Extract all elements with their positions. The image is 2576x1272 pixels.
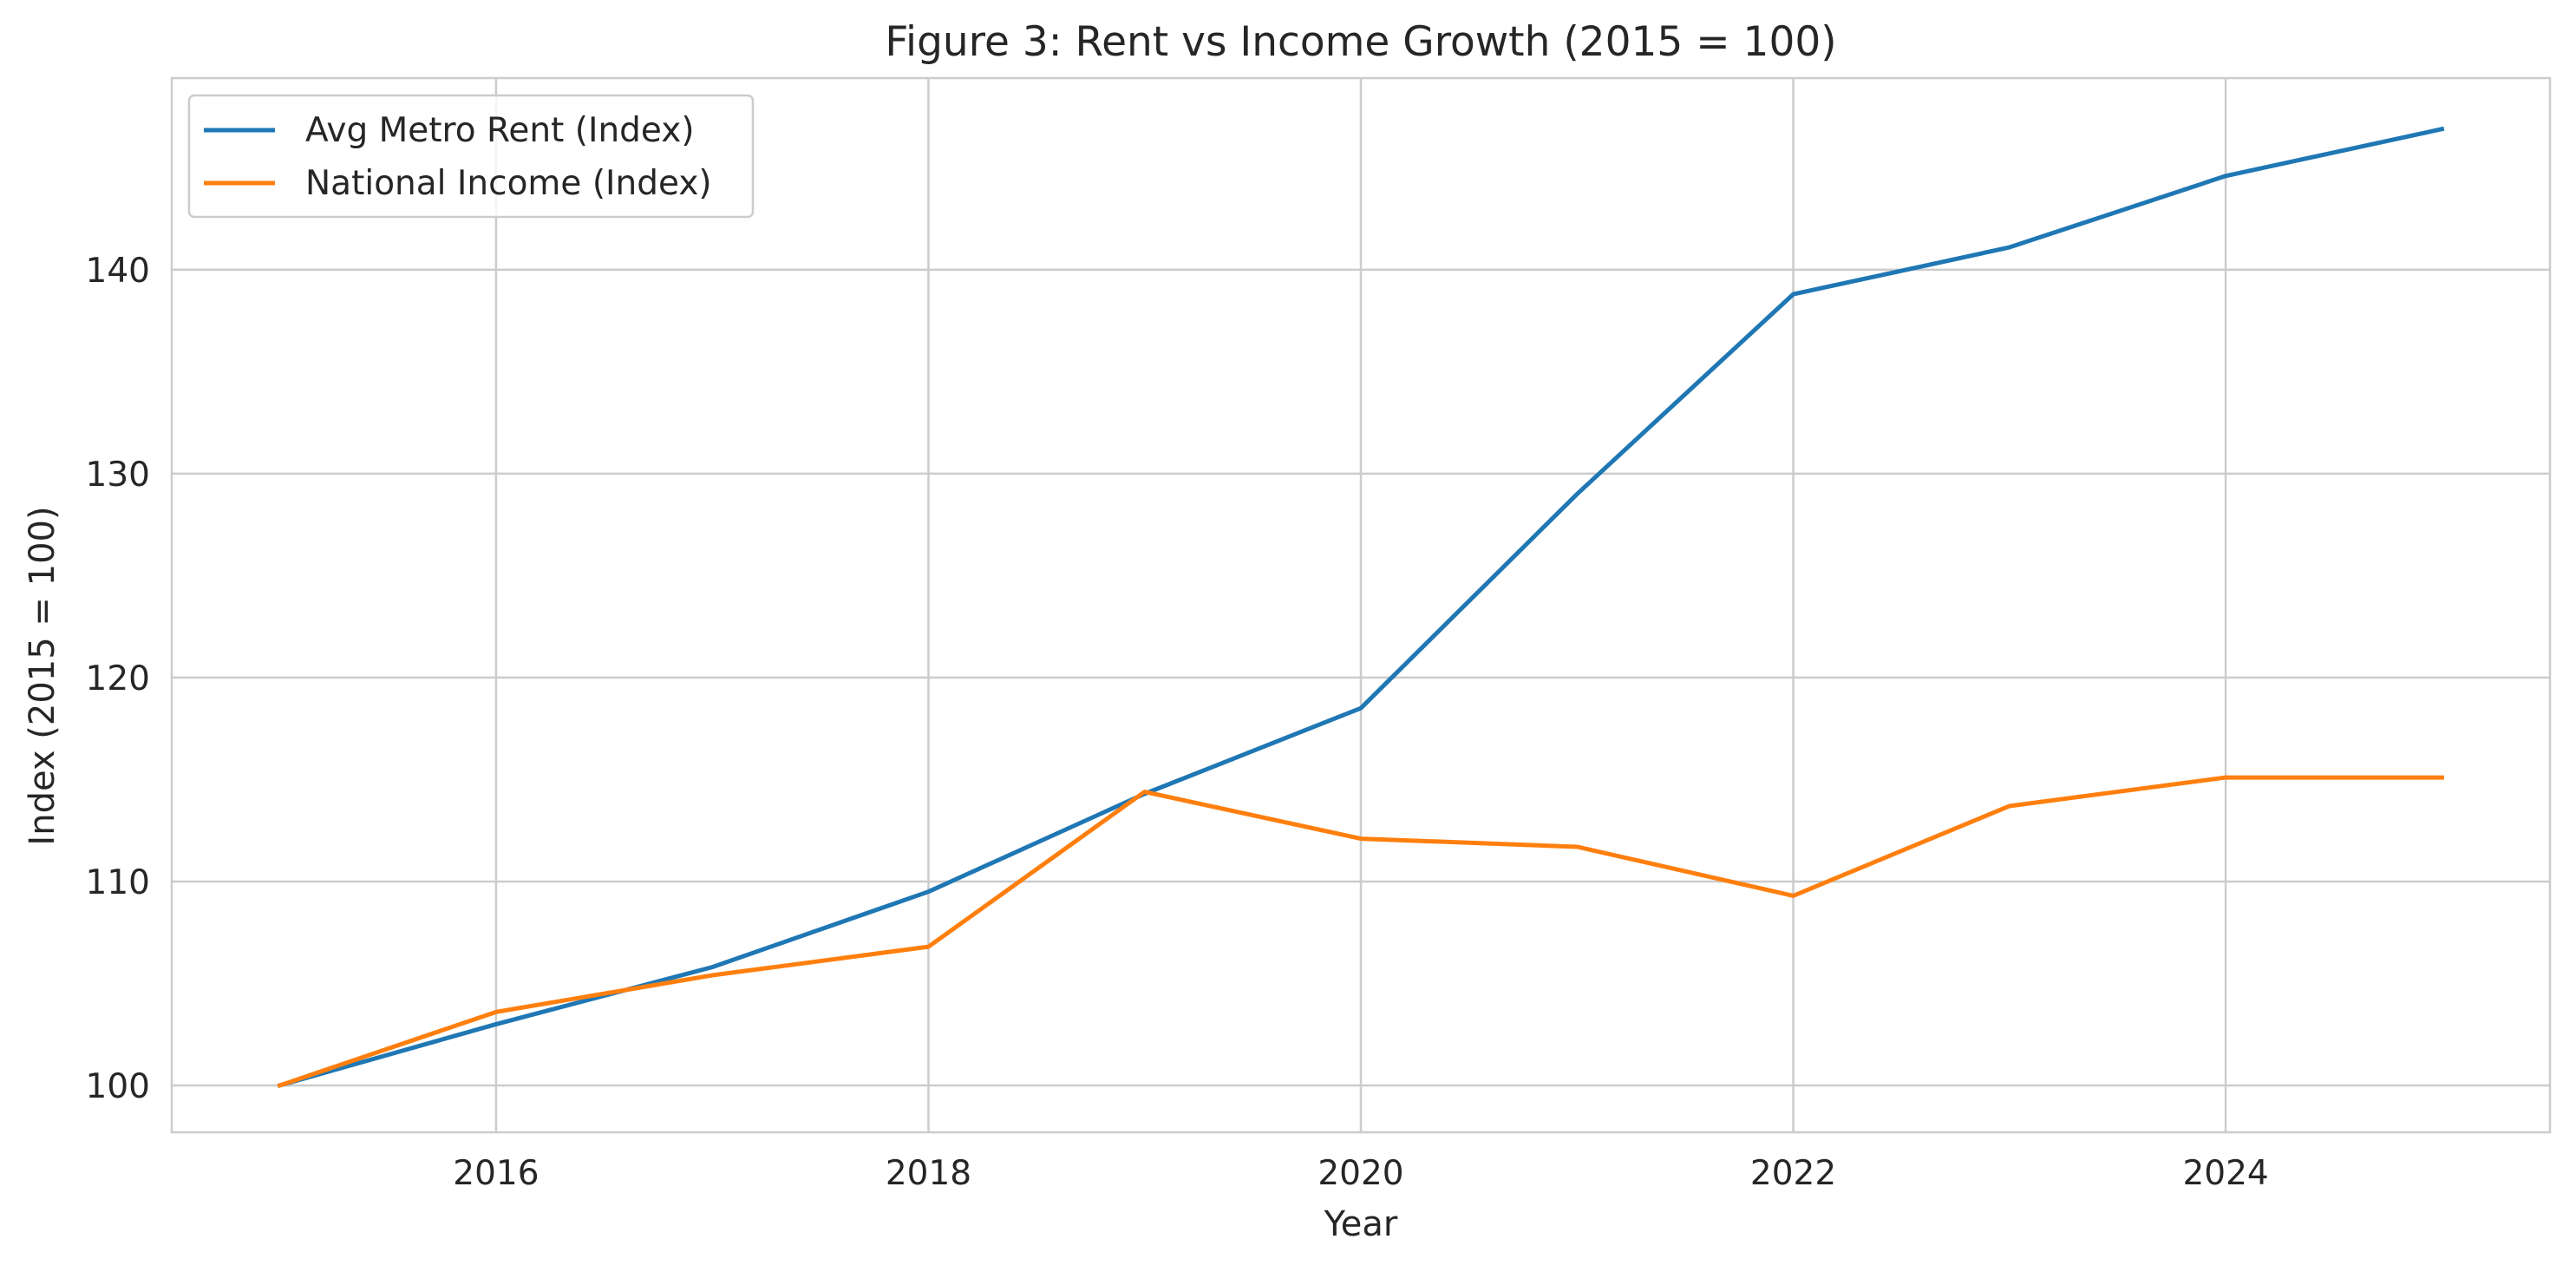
y-tick-label-130: 130 bbox=[86, 456, 150, 495]
plot-frame bbox=[170, 76, 2552, 1134]
grid-layer bbox=[172, 78, 2550, 1132]
legend: Avg Metro Rent (Index) National Income (… bbox=[187, 94, 755, 219]
y-axis-label: Index (2015 = 100) bbox=[23, 506, 62, 845]
tick-layer: 2016 2018 2020 2022 2024 100 110 120 130 140 bbox=[86, 252, 2269, 1193]
x-axis-label: Year bbox=[1324, 1204, 1398, 1244]
x-tick-label-2022: 2022 bbox=[1750, 1154, 1836, 1193]
y-tick-label-100: 100 bbox=[86, 1067, 150, 1106]
chart-title: Figure 3: Rent vs Income Growth (2015 = … bbox=[885, 18, 1836, 66]
x-tick-label-2024: 2024 bbox=[2182, 1154, 2268, 1193]
y-tick-label-120: 120 bbox=[86, 659, 150, 698]
x-tick-label-2016: 2016 bbox=[453, 1154, 539, 1193]
legend-label-rent: Avg Metro Rent (Index) bbox=[305, 111, 695, 150]
y-tick-label-110: 110 bbox=[86, 863, 150, 902]
x-tick-label-2018: 2018 bbox=[886, 1154, 971, 1193]
legend-box bbox=[187, 94, 755, 219]
series-layer bbox=[277, 126, 2445, 1089]
x-tick-label-2020: 2020 bbox=[1317, 1154, 1403, 1193]
legend-label-income: National Income (Index) bbox=[305, 164, 712, 203]
series-line-income bbox=[277, 775, 2444, 1089]
y-tick-label-140: 140 bbox=[86, 252, 150, 291]
